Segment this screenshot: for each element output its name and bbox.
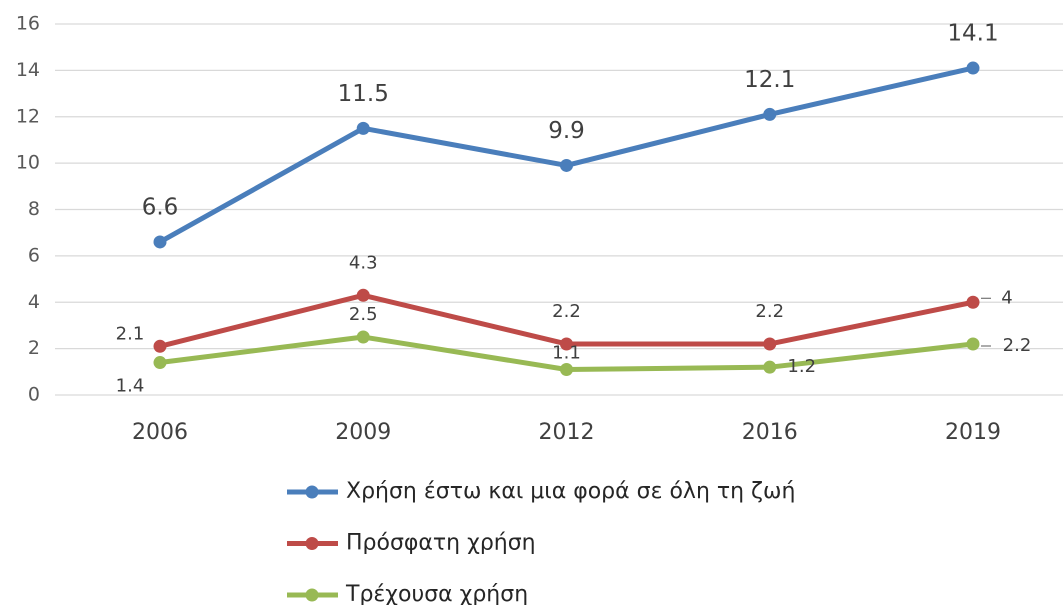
data-label: 2.1 <box>116 323 145 344</box>
y-tick-label: 12 <box>16 105 40 127</box>
x-tick-label: 2009 <box>335 420 391 445</box>
data-label: 9.9 <box>548 118 585 144</box>
y-tick-label: 16 <box>16 13 40 35</box>
marker <box>966 337 980 351</box>
y-tick-label: 8 <box>28 198 40 220</box>
marker <box>560 362 573 376</box>
marker <box>560 158 573 172</box>
marker <box>763 337 777 351</box>
data-label: 4.3 <box>349 252 378 273</box>
marker <box>763 107 777 121</box>
data-label: 11.5 <box>338 81 389 107</box>
legend-label: Χρήση έστω και μια φορά σε όλη τη ζωή <box>346 479 795 504</box>
legend-label: Πρόσφατη χρήση <box>346 531 536 556</box>
series-line <box>158 65 974 245</box>
legend-marker <box>305 485 319 499</box>
data-label: 2.5 <box>349 304 378 325</box>
marker <box>153 235 167 249</box>
data-label: 1.1 <box>552 342 581 363</box>
y-tick-label: 4 <box>28 291 40 313</box>
data-label: 1.2 <box>787 356 816 377</box>
y-tick-label: 6 <box>28 244 40 266</box>
marker <box>966 61 980 75</box>
data-label: 4 <box>1001 287 1012 308</box>
legend-label: Τρέχουσα χρήση <box>345 582 528 605</box>
marker <box>763 360 777 374</box>
data-label: 12.1 <box>744 67 795 93</box>
marker <box>966 295 980 309</box>
data-label: 1.4 <box>116 376 145 397</box>
marker <box>153 339 167 353</box>
x-tick-label: 2012 <box>539 420 595 445</box>
data-label: 14.1 <box>947 21 998 47</box>
data-label: 2.2 <box>552 301 581 322</box>
legend-marker <box>305 588 319 602</box>
marker <box>153 356 167 370</box>
y-tick-label: 2 <box>28 337 40 359</box>
marker <box>356 288 370 302</box>
marker <box>560 337 573 351</box>
y-tick-label: 0 <box>28 384 40 406</box>
x-tick-label: 2006 <box>132 420 188 445</box>
data-label: 2.2 <box>1003 335 1032 356</box>
x-tick-label: 2019 <box>945 420 1001 445</box>
x-tick-label: 2016 <box>742 420 798 445</box>
legend-marker <box>305 537 319 550</box>
data-label: 6.6 <box>142 194 179 220</box>
marker <box>356 330 370 344</box>
marker <box>356 121 370 135</box>
y-tick-label: 10 <box>16 152 40 174</box>
y-tick-label: 14 <box>16 59 40 81</box>
data-label: 2.2 <box>755 301 784 322</box>
